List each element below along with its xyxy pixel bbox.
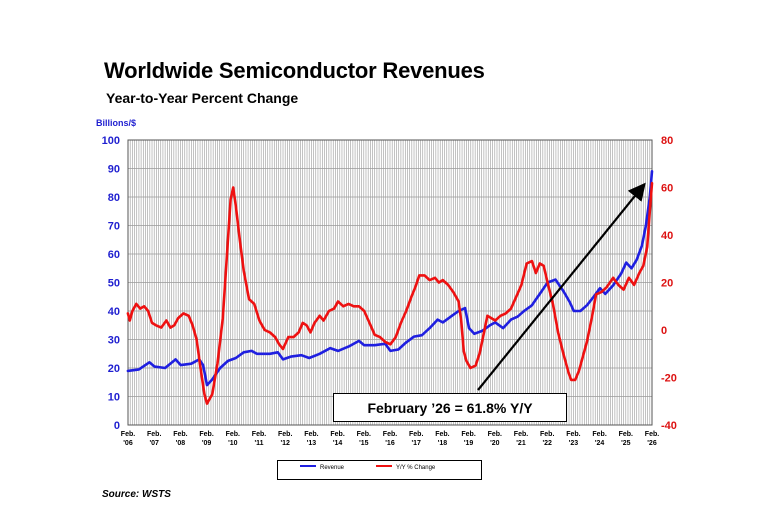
- left-tick-label: 50: [108, 278, 120, 290]
- x-tick-label: Feb. '15: [357, 431, 371, 447]
- x-tick-label: Feb. '12: [278, 431, 292, 447]
- legend-yoy-label: Y/Y % Change: [396, 465, 436, 471]
- x-tick-label: Feb. '10: [226, 431, 240, 447]
- x-tick-label: Feb. '20: [488, 431, 502, 447]
- legend: Revenue Y/Y % Change: [277, 460, 482, 480]
- right-tick-label: 60: [661, 183, 673, 195]
- left-axis-unit: Billions/$: [96, 118, 137, 128]
- revenue-series-line: [126, 170, 654, 387]
- right-tick-label: 0: [661, 325, 667, 337]
- source-note: Source: WSTS: [102, 489, 171, 500]
- right-tick-label: 20: [661, 278, 673, 290]
- yoy-series-line: [126, 181, 654, 405]
- left-tick-label: 80: [108, 192, 120, 204]
- legend-revenue-label: Revenue: [320, 465, 345, 471]
- right-tick-label: -20: [661, 373, 677, 385]
- left-tick-label: 100: [102, 135, 120, 147]
- x-tick-label: Feb. '17: [409, 431, 423, 447]
- x-tick-label: Feb. '11: [252, 431, 266, 447]
- right-tick-label: -40: [661, 420, 677, 432]
- x-tick-label: Feb. '06: [121, 431, 135, 447]
- chart-subtitle: Year-to-Year Percent Change: [106, 90, 299, 106]
- left-tick-label: 90: [108, 164, 120, 176]
- legend-yoy-swatch: [376, 465, 392, 467]
- legend-revenue-swatch: [300, 465, 316, 467]
- right-tick-label: 80: [661, 135, 673, 147]
- chart-title: Worldwide Semiconductor Revenues: [104, 58, 485, 83]
- x-tick-label: Feb. '14: [330, 431, 344, 447]
- left-tick-label: 60: [108, 249, 120, 261]
- x-tick-label: Feb. '24: [592, 431, 606, 447]
- x-tick-label: Feb. '07: [147, 431, 161, 447]
- x-tick-label: Feb. '08: [173, 431, 187, 447]
- x-tick-label: Feb. '18: [435, 431, 449, 447]
- x-tick-label: Feb. '16: [383, 431, 397, 447]
- left-tick-label: 70: [108, 221, 120, 233]
- x-tick-label: Feb. '13: [304, 431, 318, 447]
- left-tick-label: 40: [108, 306, 120, 318]
- left-tick-label: 20: [108, 363, 120, 375]
- x-tick-label: Feb. '25: [619, 431, 633, 447]
- x-tick-label: Feb. '09: [199, 431, 213, 447]
- x-tick-label: Feb. '19: [461, 431, 475, 447]
- x-tick-label: Feb. '26: [645, 431, 659, 447]
- callout-box: February ’26 = 61.8% Y/Y: [333, 393, 567, 422]
- plot-border: [127, 139, 653, 426]
- left-tick-label: 30: [108, 335, 120, 347]
- x-tick-label: Feb. '22: [540, 431, 554, 447]
- left-tick-label: 10: [108, 392, 120, 404]
- annotation-arrow: [477, 182, 646, 391]
- x-tick-label: Feb. '21: [514, 431, 528, 447]
- right-tick-label: 40: [661, 230, 673, 242]
- x-tick-label: Feb. '23: [566, 431, 580, 447]
- left-tick-label: 0: [114, 420, 120, 432]
